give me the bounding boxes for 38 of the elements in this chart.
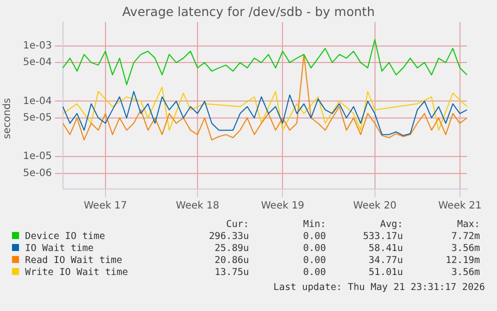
text: 3.56m [450, 266, 480, 278]
text: Max: [456, 218, 480, 230]
text: Avg: [379, 218, 403, 230]
legend-label: Write IO Wait time [24, 266, 129, 278]
text: 7.72m [450, 230, 480, 242]
text: Cur: [225, 218, 249, 230]
text: 25.89u [214, 242, 249, 254]
y-tick-label: 1e-05 [22, 151, 52, 162]
y-tick-label: 5e-04 [22, 57, 52, 68]
text: 51.01u [368, 266, 403, 278]
text: 296.33u [208, 230, 249, 242]
x-tick-label: Week 21 [438, 200, 482, 212]
text: 13.75u [214, 266, 249, 278]
text: Last update: Thu May 21 23:31:17 2026 [273, 282, 485, 293]
legend-label: IO Wait time [24, 242, 95, 254]
x-tick-label: Week 18 [176, 200, 220, 212]
y-axis-title: seconds [2, 98, 13, 138]
text: 533.17u [362, 230, 403, 242]
y-tick-label: 1e-04 [22, 96, 52, 107]
y-tick-label: 5e-06 [22, 168, 52, 179]
text: 0.00 [302, 254, 326, 266]
text: 58.41u [368, 242, 403, 254]
text: 34.77u [368, 254, 403, 266]
y-tick-label: 5e-05 [22, 112, 52, 124]
text: 12.19m [444, 254, 480, 266]
text: 0.00 [302, 266, 326, 278]
chart-title: Average latency for /dev/sdb - by month [121, 4, 376, 19]
text: 0.00 [302, 242, 326, 254]
x-tick-label: Week 19 [260, 200, 304, 212]
text: 0.00 [302, 230, 326, 242]
x-tick-label: Week 20 [353, 200, 396, 212]
text: 20.86u [214, 254, 249, 266]
legend-label: Device IO time [24, 230, 106, 242]
x-tick-label: Week 17 [84, 200, 128, 212]
y-tick-label: 1e-03 [22, 40, 52, 52]
text: 3.56m [450, 242, 480, 254]
legend-label: Read IO Wait time [24, 254, 124, 266]
text: Min: [302, 218, 326, 230]
